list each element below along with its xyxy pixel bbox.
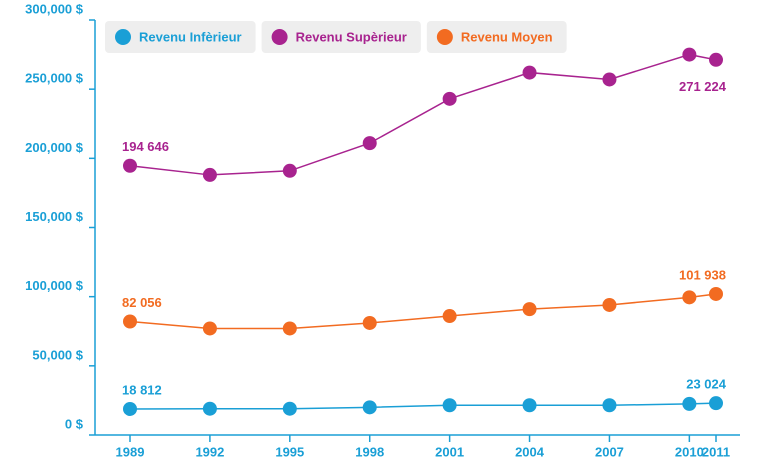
x-tick-label: 1992 [195, 444, 224, 459]
x-tick-label: 1989 [116, 444, 145, 459]
y-tick-label: 0 $ [65, 416, 84, 431]
y-tick-label: 300,000 $ [25, 1, 84, 16]
data-point [202, 321, 217, 336]
data-point [202, 401, 217, 416]
x-tick-label: 2004 [515, 444, 545, 459]
legend-label: Revenu Moyen [461, 29, 553, 44]
x-tick-label: 2010 [675, 444, 704, 459]
y-tick-label: 50,000 $ [32, 347, 83, 362]
legend-marker [115, 29, 131, 45]
data-point [602, 398, 617, 413]
data-point [602, 72, 617, 87]
data-label: 194 646 [122, 139, 169, 154]
legend-label: Revenu Supèrieur [296, 29, 407, 44]
data-point [362, 400, 377, 415]
x-tick-label: 2011 [702, 444, 730, 459]
y-tick-label: 150,000 $ [25, 209, 84, 224]
series-line [129, 53, 717, 176]
x-tick-label: 2007 [595, 444, 624, 459]
x-tick-label: 1998 [355, 444, 384, 459]
data-label: 18 812 [122, 382, 162, 397]
data-point [442, 91, 457, 106]
legend-label: Revenu Infèrieur [139, 29, 242, 44]
data-point [682, 290, 697, 305]
data-point [602, 297, 617, 312]
legend-box [105, 21, 256, 53]
data-point [522, 302, 537, 317]
data-label: 101 938 [679, 267, 726, 282]
data-point [282, 321, 297, 336]
data-point [709, 396, 723, 411]
data-point [709, 52, 723, 67]
data-point [682, 47, 697, 62]
data-point [362, 315, 377, 330]
data-point [442, 309, 457, 324]
y-tick-label: 250,000 $ [25, 71, 84, 86]
data-point [123, 314, 137, 329]
x-tick-label: 1995 [275, 444, 304, 459]
data-point [522, 398, 537, 413]
legend-marker [271, 29, 288, 45]
series-line [129, 293, 717, 330]
data-point [682, 396, 697, 411]
data-point [282, 163, 297, 178]
data-point [202, 167, 217, 182]
y-tick-label: 100,000 $ [25, 278, 84, 293]
series-line [129, 402, 717, 410]
data-point [282, 401, 297, 416]
legend-box [426, 21, 567, 53]
data-point [522, 65, 537, 80]
y-tick-label: 200,000 $ [25, 140, 84, 155]
data-label: 23 024 [686, 377, 727, 392]
data-point [123, 401, 137, 416]
data-point [442, 398, 457, 413]
data-point [709, 286, 723, 301]
data-label: 271 224 [679, 79, 727, 94]
legend-marker [436, 29, 453, 45]
x-tick-label: 2001 [435, 444, 464, 459]
data-point [362, 136, 377, 151]
data-point [123, 158, 137, 173]
data-label: 82 056 [122, 295, 162, 310]
legend-box [261, 21, 421, 53]
